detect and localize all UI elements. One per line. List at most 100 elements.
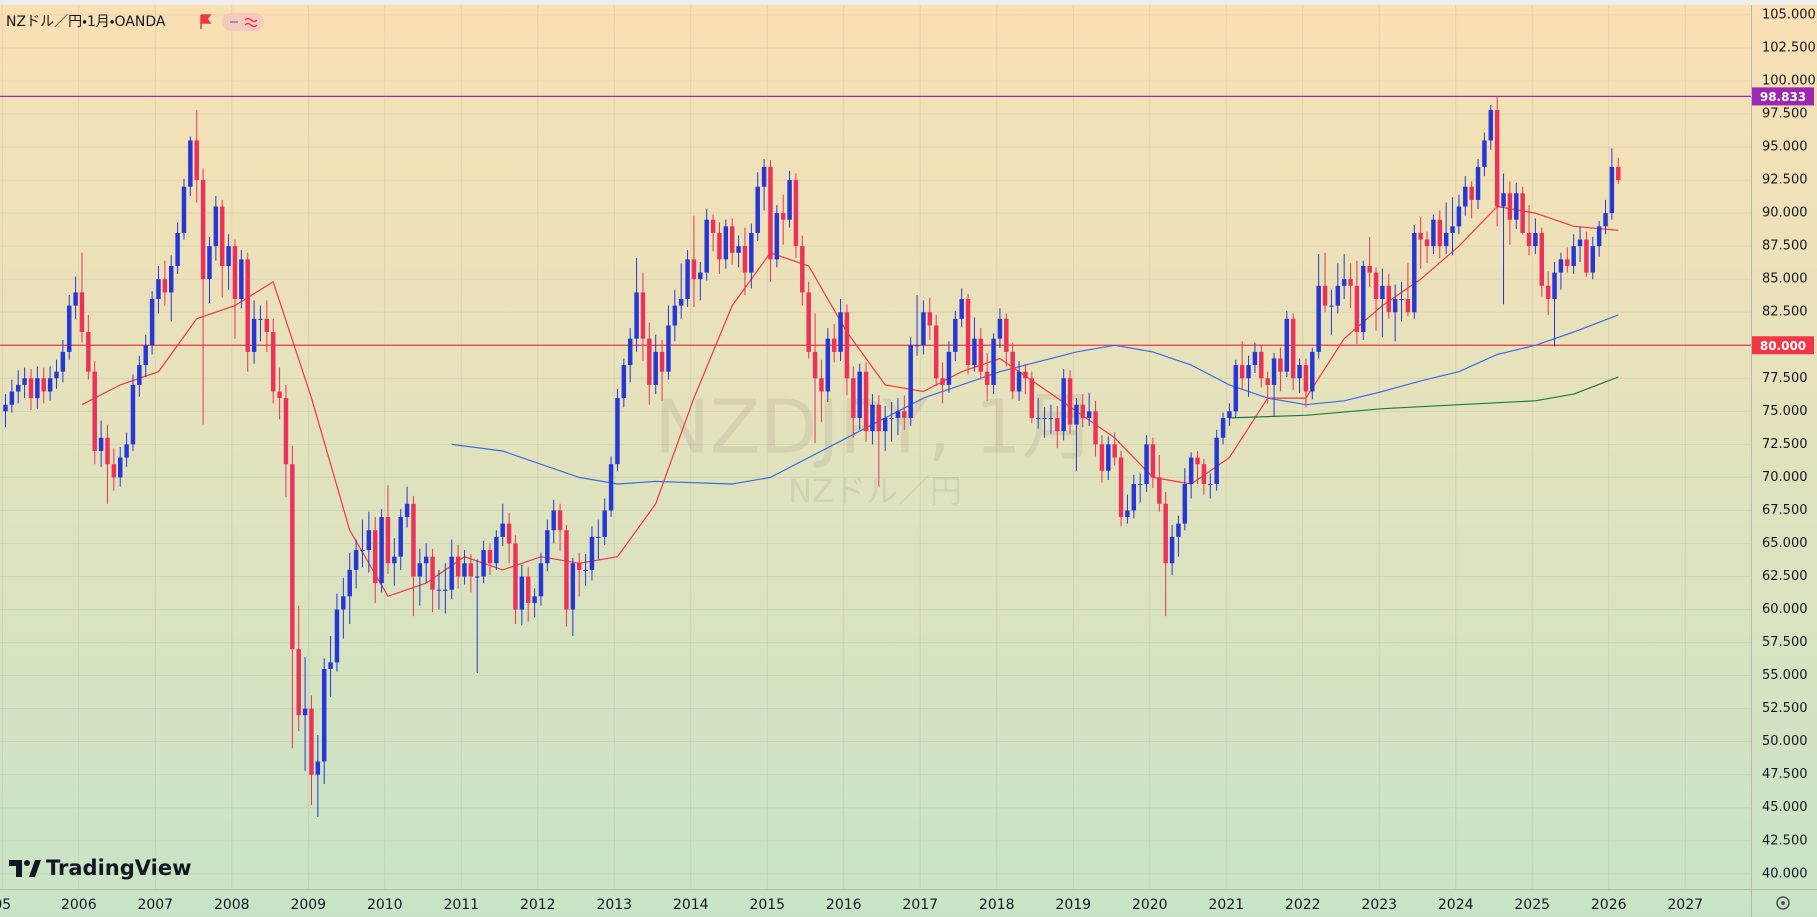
candle-body xyxy=(462,563,467,577)
candle-body xyxy=(207,246,212,280)
candle-body xyxy=(1380,285,1385,300)
x-tick-label: 2025 xyxy=(1514,897,1550,913)
price-tag xyxy=(1752,87,1814,106)
candle-body xyxy=(755,186,760,233)
y-tick-label: 100.000 xyxy=(1762,73,1816,88)
candle-body xyxy=(1386,285,1392,313)
candle-body xyxy=(736,246,741,253)
candle-body xyxy=(659,351,665,372)
candle-body xyxy=(1616,166,1621,181)
candle-body xyxy=(1131,483,1137,511)
indicator-pill[interactable] xyxy=(222,13,264,31)
candle-body xyxy=(385,517,391,564)
candle-body xyxy=(1354,285,1360,333)
candle-body xyxy=(723,226,729,260)
candle-body xyxy=(1035,417,1041,419)
candle-body xyxy=(800,246,805,293)
candle-body xyxy=(557,510,563,531)
candle-body xyxy=(583,569,588,571)
candle-body xyxy=(321,668,327,762)
candle-body xyxy=(1252,351,1258,366)
candle-body xyxy=(921,312,926,346)
candle-body xyxy=(666,325,671,372)
candle-body xyxy=(1195,457,1200,465)
candle-body xyxy=(1596,226,1602,247)
candle-body xyxy=(1176,523,1181,537)
flag-icon[interactable] xyxy=(200,14,212,29)
settings-icon[interactable] xyxy=(1776,896,1790,910)
candle-body xyxy=(551,510,556,531)
axes: 40.000 42.500 45.000 47.500 50.000 52.500 55.0… xyxy=(0,7,1816,913)
candle-body xyxy=(73,292,78,306)
candle-body xyxy=(1188,457,1194,484)
candle-body xyxy=(602,510,607,537)
candle-body xyxy=(1367,265,1372,273)
x-tick-label: 2013 xyxy=(596,897,632,913)
candle-body xyxy=(290,464,295,650)
candle-body xyxy=(1227,411,1232,418)
candle-body xyxy=(328,662,333,669)
candle-body xyxy=(436,589,442,591)
candle-body xyxy=(768,166,773,260)
candle-body xyxy=(564,530,569,610)
candle-body xyxy=(806,292,811,352)
candle-body xyxy=(54,371,59,379)
candle-body xyxy=(443,589,448,591)
candle-body xyxy=(1016,371,1022,392)
candle-body xyxy=(213,206,219,247)
candle-body xyxy=(914,345,920,347)
candle-body xyxy=(685,259,690,300)
candle-body xyxy=(258,318,263,320)
x-tick-label: 2012 xyxy=(520,897,556,913)
candle-body xyxy=(16,384,21,392)
candle-body xyxy=(1526,232,1532,247)
moving-average xyxy=(451,314,1619,485)
candle-body xyxy=(1341,279,1347,286)
candle-body xyxy=(1150,444,1156,478)
candle-body xyxy=(3,404,8,412)
candle-body xyxy=(1284,318,1290,372)
candle-body xyxy=(111,464,117,478)
candle-body xyxy=(1278,358,1283,372)
y-tick-label: 57.500 xyxy=(1762,635,1808,650)
candle-body xyxy=(353,550,359,570)
candle-body xyxy=(1431,219,1436,247)
x-tick-label: 2018 xyxy=(979,897,1015,913)
candle-body xyxy=(130,384,136,445)
candle-body xyxy=(79,292,85,333)
candle-body xyxy=(22,378,27,385)
candle-body xyxy=(710,219,716,233)
candle-body xyxy=(678,299,684,306)
candle-body xyxy=(449,556,454,590)
y-tick-label: 97.500 xyxy=(1762,107,1808,122)
candle-body xyxy=(1137,483,1143,485)
candle-body xyxy=(1157,477,1162,504)
candle-body xyxy=(1443,232,1449,247)
candle-body xyxy=(66,305,72,352)
candle-body xyxy=(494,536,499,564)
candle-body xyxy=(417,563,423,577)
candle-body xyxy=(895,411,901,418)
candle-body xyxy=(589,536,595,570)
candle-body xyxy=(500,523,505,537)
candle-body xyxy=(92,371,97,451)
candle-body xyxy=(1233,365,1239,412)
candle-body xyxy=(455,556,461,577)
candle-body xyxy=(1450,226,1455,233)
y-tick-label: 42.500 xyxy=(1762,833,1808,848)
candle-body xyxy=(175,232,180,266)
candle-body xyxy=(1303,365,1309,392)
candle-body xyxy=(1475,166,1481,200)
candle-body xyxy=(621,365,627,399)
candle-body xyxy=(596,536,601,538)
candle-body xyxy=(1163,503,1168,564)
candle-body xyxy=(538,563,544,597)
gear-center xyxy=(1781,901,1785,905)
candle-body xyxy=(124,444,129,458)
candle-body xyxy=(1093,411,1098,445)
x-tick-label: 2008 xyxy=(214,897,250,913)
candle-body xyxy=(232,246,238,300)
candle-body xyxy=(1552,272,1557,300)
